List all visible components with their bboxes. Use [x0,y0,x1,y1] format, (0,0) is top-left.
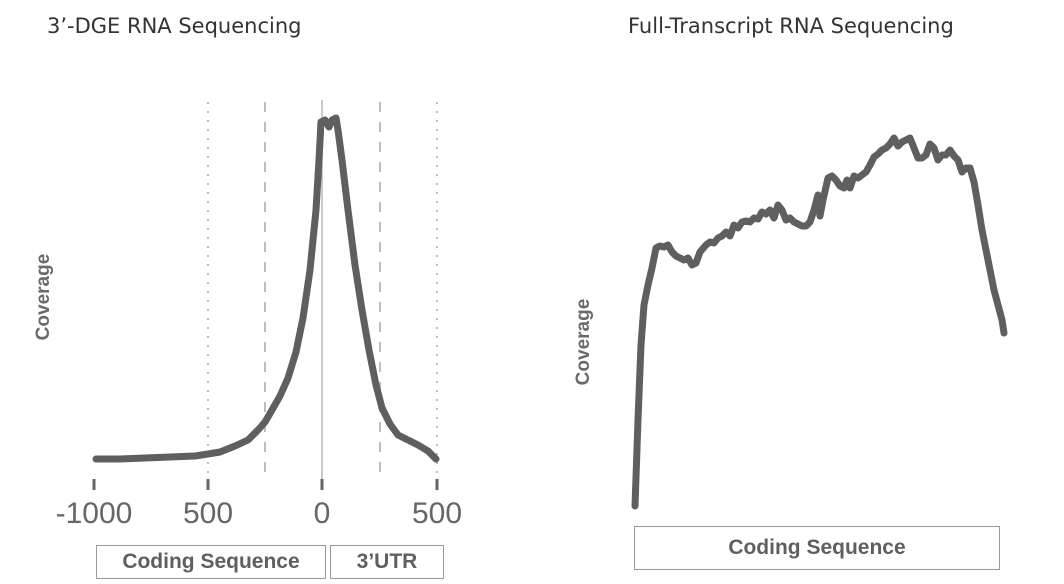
left-chart-title: 3’-DGE RNA Sequencing [47,14,302,38]
x-tick-label: 0 [313,497,331,530]
left-coverage-line [92,114,440,463]
right-chart-title: Full-Transcript RNA Sequencing [628,14,954,38]
x-tick-label: -1000 [55,497,133,530]
right-coding-sequence-region: Coding Sequence [634,526,1000,570]
x-tick-label: 500 [411,497,463,530]
right-coverage-line [631,134,1008,510]
left-3utr-region: 3’UTR [330,545,444,579]
left-coding-sequence-region: Coding Sequence [96,545,326,579]
x-tick-label: 500 [182,497,234,530]
